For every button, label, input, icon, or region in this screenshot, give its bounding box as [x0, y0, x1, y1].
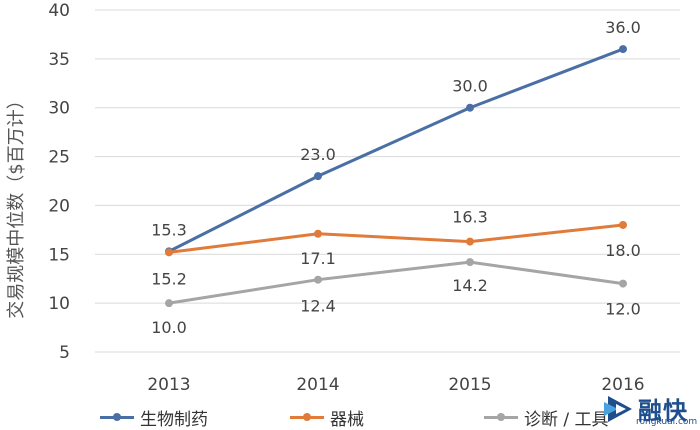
data-point: [619, 220, 627, 229]
x-tick-label: 2016: [601, 375, 644, 395]
legend: 生物制药 器械 诊断 / 工具: [0, 404, 610, 430]
legend-item-devices: 器械: [290, 404, 364, 430]
legend-label: 生物制药: [140, 409, 208, 430]
y-tick-label: 40: [48, 1, 70, 21]
x-tick-label: 2015: [448, 375, 491, 395]
data-label: 12.4: [300, 297, 336, 316]
y-axis-label: 交易规模中位数（$百万计）: [6, 91, 27, 318]
data-label: 12.0: [605, 300, 641, 319]
y-axis-ticks: 5 10 15 20 25 30 35 40: [48, 1, 70, 363]
data-label: 17.1: [300, 249, 336, 268]
data-point: [466, 258, 474, 267]
data-label: 16.3: [452, 208, 488, 227]
data-label: 18.0: [605, 241, 641, 260]
x-tick-label: 2013: [147, 375, 190, 395]
data-point: [314, 229, 322, 238]
data-label: 36.0: [605, 18, 641, 37]
y-tick-label: 15: [48, 245, 70, 265]
data-label: 30.0: [452, 77, 488, 96]
series-lines: [165, 45, 627, 308]
y-tick-label: 20: [48, 196, 70, 216]
data-label: 23.0: [300, 145, 336, 164]
series-line-0: [168, 47, 624, 253]
data-label: 14.2: [452, 276, 488, 295]
data-label: 15.3: [151, 220, 187, 239]
data-label: 15.2: [151, 269, 187, 288]
y-tick-label: 10: [48, 294, 70, 314]
data-labels: 15.3 23.0 30.0 36.0 15.2 17.1 16.3 18.0 10.0 12.4…: [151, 18, 641, 337]
series-line-1: [168, 223, 624, 254]
y-tick-label: 5: [59, 343, 70, 363]
data-point: [165, 299, 173, 308]
legend-label: 诊断 / 工具: [524, 409, 609, 430]
rongkuai-logo: 融快 rongkuai.com: [602, 392, 698, 428]
data-point: [619, 279, 627, 288]
legend-item-biopharma: 生物制药: [100, 404, 208, 430]
legend-swatch: [100, 407, 134, 427]
logo-subtext: rongkuai.com: [636, 417, 698, 427]
legend-label: 器械: [330, 409, 364, 430]
y-tick-label: 30: [48, 99, 70, 119]
data-label: 10.0: [151, 318, 187, 337]
x-axis-ticks: 2013 2014 2015 2016: [147, 375, 644, 395]
legend-swatch: [484, 407, 518, 427]
data-point: [466, 103, 474, 112]
legend-swatch: [290, 407, 324, 427]
series-line-2: [168, 260, 624, 305]
x-tick-label: 2014: [296, 375, 339, 395]
legend-item-diagnostics: 诊断 / 工具: [484, 404, 609, 430]
data-point: [619, 45, 627, 54]
logo-icon: [604, 396, 632, 422]
data-point: [314, 172, 322, 181]
data-point: [165, 248, 173, 257]
data-point: [466, 237, 474, 246]
logo-text: 融快: [638, 397, 688, 425]
data-point: [314, 275, 322, 284]
y-tick-label: 35: [48, 50, 70, 70]
gridlines: [95, 9, 680, 353]
y-tick-label: 25: [48, 148, 70, 168]
